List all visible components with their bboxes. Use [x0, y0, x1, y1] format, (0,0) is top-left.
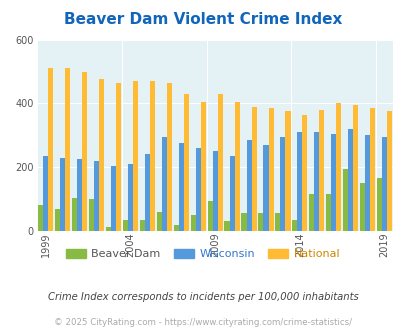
Text: © 2025 CityRating.com - https://www.cityrating.com/crime-statistics/: © 2025 CityRating.com - https://www.city…	[54, 318, 351, 327]
Bar	[275, 214, 280, 231]
Bar	[352, 105, 357, 231]
Bar	[376, 178, 381, 231]
Bar	[106, 227, 111, 231]
Bar	[251, 107, 256, 231]
Bar	[381, 137, 386, 231]
Text: Crime Index corresponds to incidents per 100,000 inhabitants: Crime Index corresponds to incidents per…	[47, 292, 358, 302]
Bar	[48, 68, 53, 231]
Bar	[347, 129, 352, 231]
Bar	[200, 102, 205, 231]
Bar	[183, 94, 188, 231]
Legend: Beaver Dam, Wisconsin, National: Beaver Dam, Wisconsin, National	[61, 244, 344, 263]
Bar	[195, 148, 200, 231]
Bar	[234, 102, 239, 231]
Bar	[217, 94, 222, 231]
Bar	[369, 108, 374, 231]
Bar	[89, 199, 94, 231]
Bar	[190, 215, 195, 231]
Bar	[364, 135, 369, 231]
Text: Beaver Dam Violent Crime Index: Beaver Dam Violent Crime Index	[64, 12, 341, 26]
Bar	[65, 68, 70, 231]
Bar	[263, 145, 268, 231]
Bar	[173, 225, 178, 231]
Bar	[166, 82, 172, 231]
Bar	[318, 110, 324, 231]
Bar	[178, 143, 183, 231]
Bar	[285, 112, 290, 231]
Bar	[111, 166, 116, 231]
Bar	[139, 220, 145, 231]
Bar	[313, 132, 318, 231]
Bar	[241, 214, 246, 231]
Bar	[60, 158, 65, 231]
Bar	[38, 206, 43, 231]
Bar	[325, 194, 330, 231]
Bar	[302, 115, 307, 231]
Bar	[82, 72, 87, 231]
Bar	[72, 197, 77, 231]
Bar	[149, 81, 155, 231]
Bar	[224, 221, 229, 231]
Bar	[128, 164, 133, 231]
Bar	[246, 140, 251, 231]
Bar	[330, 134, 335, 231]
Bar	[207, 201, 212, 231]
Bar	[212, 151, 217, 231]
Bar	[99, 80, 104, 231]
Bar	[308, 194, 313, 231]
Bar	[162, 137, 166, 231]
Bar	[133, 81, 138, 231]
Bar	[296, 132, 302, 231]
Bar	[229, 156, 234, 231]
Bar	[94, 161, 99, 231]
Bar	[359, 183, 364, 231]
Bar	[116, 82, 121, 231]
Bar	[268, 108, 273, 231]
Bar	[335, 103, 341, 231]
Bar	[258, 214, 263, 231]
Bar	[280, 137, 285, 231]
Bar	[145, 154, 149, 231]
Bar	[43, 156, 48, 231]
Bar	[342, 169, 347, 231]
Bar	[292, 220, 296, 231]
Bar	[55, 209, 60, 231]
Bar	[77, 159, 82, 231]
Bar	[123, 220, 128, 231]
Bar	[386, 112, 391, 231]
Bar	[156, 212, 162, 231]
